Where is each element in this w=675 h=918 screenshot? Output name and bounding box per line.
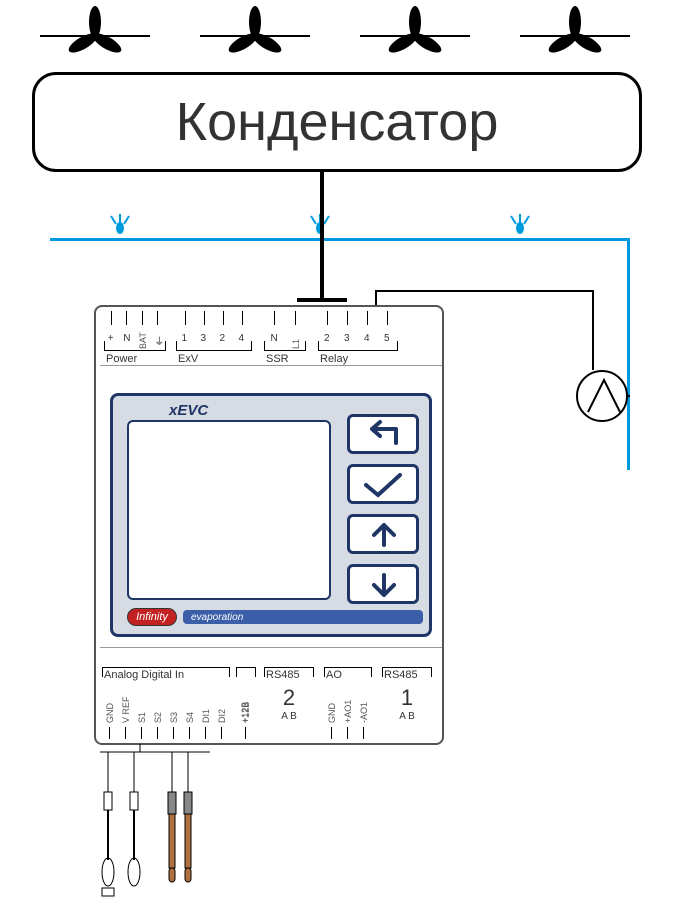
terminal-group: Analog Digital In GND V REF S1S2S3S4 DI1 DI2 bbox=[102, 667, 230, 739]
pin-label: N bbox=[123, 333, 130, 344]
top-terminals: + N BAT ⏚ Power 1 3 2 4 ExV N L1SSR 2 3 4 5 Relay bbox=[96, 307, 446, 367]
group-label: Relay bbox=[320, 353, 348, 365]
spray-nozzle-icon bbox=[511, 214, 529, 234]
pin-label: S2 bbox=[153, 683, 163, 723]
fans-row bbox=[0, 0, 675, 70]
pin-label: + bbox=[108, 333, 114, 344]
diagram-canvas: Конденсатор + N BAT ⏚ Power 1 3 2 4 ExV N L1SSR 2 3 4 5… bbox=[0, 0, 675, 918]
pin-label: 2 bbox=[220, 333, 226, 344]
ok-button[interactable] bbox=[347, 464, 419, 504]
rs485-ab: A B bbox=[382, 711, 432, 722]
terminal-group: RS485 1A B bbox=[382, 667, 432, 739]
pin-label: +12B bbox=[240, 683, 250, 723]
pin-label: -AO1 bbox=[359, 683, 369, 723]
pin-label: GND bbox=[105, 683, 115, 723]
fan-icon bbox=[40, 6, 150, 56]
down-button[interactable] bbox=[347, 564, 419, 604]
subtitle-bar: evaporation bbox=[183, 610, 423, 624]
terminal-group: 2 3 4 5 Relay bbox=[318, 311, 398, 365]
rs485-number: 2 bbox=[264, 685, 314, 711]
terminal-group: +12B+12B bbox=[236, 667, 256, 739]
display-area bbox=[127, 420, 331, 600]
group-label: RS485 bbox=[266, 669, 300, 681]
terminal-group: 1 3 2 4 ExV bbox=[176, 311, 252, 365]
pin-label: 4 bbox=[364, 333, 370, 344]
condenser-label: Конденсатор bbox=[176, 92, 499, 152]
terminal-group: N L1SSR bbox=[264, 311, 306, 365]
screen-panel: xEVC Infinity evaporation bbox=[110, 393, 432, 637]
fan-icon bbox=[360, 6, 470, 56]
terminal-group: + N BAT ⏚ Power bbox=[104, 311, 166, 365]
back-button[interactable] bbox=[347, 414, 419, 454]
group-label: SSR bbox=[266, 353, 289, 365]
pin-label: S4 bbox=[185, 683, 195, 723]
pin-label: S3 bbox=[169, 683, 179, 723]
pin-label: L1 bbox=[291, 325, 301, 349]
pin-label: 3 bbox=[201, 333, 207, 344]
group-label: RS485 bbox=[384, 669, 418, 681]
rs485-number: 1 bbox=[382, 685, 432, 711]
pin-label: 5 bbox=[384, 333, 390, 344]
bottom-terminals: Analog Digital In GND V REF S1S2S3S4 DI1 DI2 +… bbox=[96, 667, 446, 743]
pin-label: DI1 bbox=[201, 683, 211, 723]
spray-nozzle-icon bbox=[111, 214, 129, 234]
terminal-group: RS485 2A B bbox=[264, 667, 314, 739]
pin-label: 3 bbox=[344, 333, 350, 344]
pin-label: +AO1 bbox=[343, 683, 353, 723]
subtitle-text: evaporation bbox=[191, 612, 243, 623]
brand-badge: Infinity bbox=[127, 608, 177, 626]
pin-label: GND bbox=[327, 683, 337, 723]
pump-symbol bbox=[576, 370, 628, 422]
controller-module: + N BAT ⏚ Power 1 3 2 4 ExV N L1SSR 2 3 4 5 Relay xEVC I… bbox=[94, 305, 444, 745]
up-button[interactable] bbox=[347, 514, 419, 554]
group-label: Power bbox=[106, 353, 137, 365]
pin-label: BAT bbox=[138, 325, 148, 349]
pin-label: 2 bbox=[324, 333, 330, 344]
model-label: xEVC bbox=[169, 402, 208, 419]
brand-text: Infinity bbox=[136, 611, 168, 623]
pin-label: 1 bbox=[182, 333, 188, 344]
pin-label: ⏚ bbox=[154, 333, 164, 348]
fan-icon bbox=[520, 6, 630, 56]
fan-icon bbox=[200, 6, 310, 56]
pin-label: DI2 bbox=[217, 683, 227, 723]
pin-label: N bbox=[271, 333, 278, 344]
pin-label: 4 bbox=[239, 333, 245, 344]
condenser-box: Конденсатор bbox=[32, 72, 642, 172]
group-label: ExV bbox=[178, 353, 198, 365]
pin-label: V REF bbox=[121, 683, 131, 723]
spray-nozzle-icon bbox=[311, 214, 329, 234]
group-label: AO bbox=[326, 669, 342, 681]
rs485-ab: A B bbox=[264, 711, 314, 722]
terminal-group: AO GND +AO1 -AO1 bbox=[324, 667, 372, 739]
group-label: Analog Digital In bbox=[104, 669, 184, 681]
pin-label: S1 bbox=[137, 683, 147, 723]
top-vents bbox=[106, 375, 436, 383]
